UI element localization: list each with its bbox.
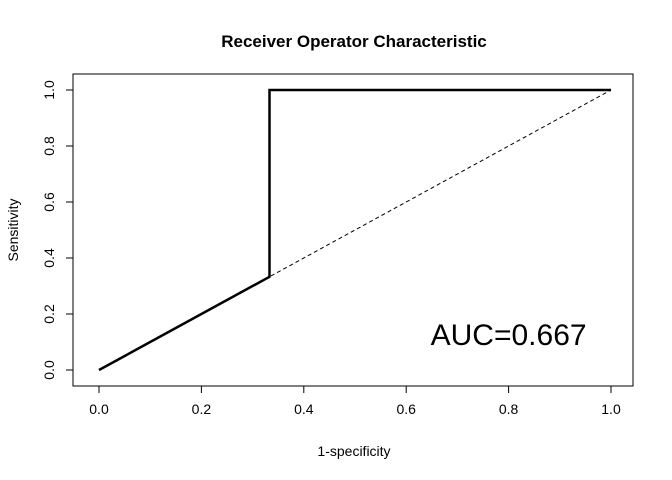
- x-tick-label: 0.2: [192, 401, 212, 417]
- auc-annotation: AUC=0.667: [431, 319, 587, 352]
- series-layer: [98, 88, 612, 372]
- chart-title: Receiver Operator Characteristic: [221, 32, 487, 51]
- y-tick-label: 0.2: [41, 304, 57, 324]
- roc-curve-line: [98, 88, 611, 372]
- y-tick-label: 0.8: [41, 136, 57, 156]
- x-tick-label: 0.4: [294, 401, 314, 417]
- x-tick-label: 0.0: [89, 401, 109, 417]
- x-axis: 0.0 0.2 0.4 0.6 0.8 1.0: [89, 385, 621, 417]
- y-tick-label: 1.0: [41, 80, 57, 100]
- y-axis: 0.0 0.2 0.4 0.6 0.8 1.0: [41, 80, 74, 380]
- x-tick-label: 1.0: [601, 401, 621, 417]
- x-tick-label: 0.8: [499, 401, 519, 417]
- x-axis-label: 1-specificity: [317, 443, 390, 459]
- reference-diagonal-line: [98, 89, 612, 371]
- y-tick-label: 0.6: [41, 192, 57, 212]
- y-tick-label: 0.4: [41, 248, 57, 268]
- y-tick-label: 0.0: [41, 360, 57, 380]
- x-tick-label: 0.6: [396, 401, 416, 417]
- y-axis-label: Sensitivity: [5, 198, 21, 261]
